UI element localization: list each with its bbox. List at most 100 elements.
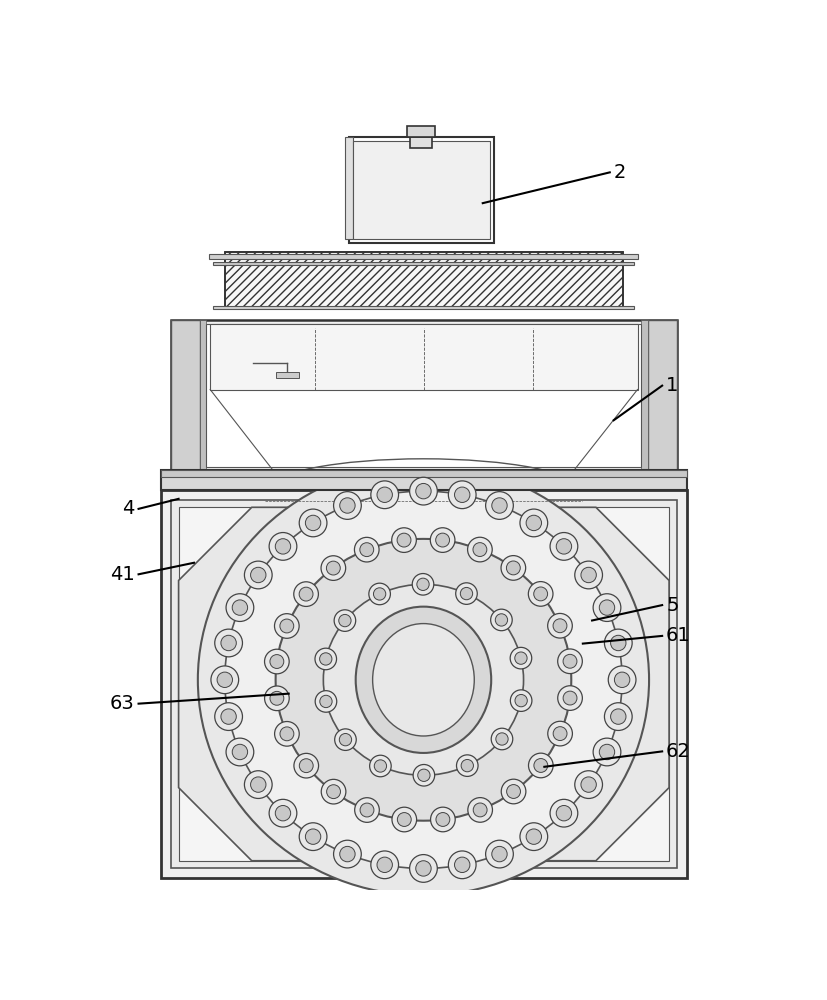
Circle shape xyxy=(397,533,411,547)
Circle shape xyxy=(275,614,299,638)
Circle shape xyxy=(468,798,492,822)
Circle shape xyxy=(299,587,313,601)
Bar xyxy=(225,252,623,309)
Ellipse shape xyxy=(323,584,523,775)
Circle shape xyxy=(409,855,437,882)
Circle shape xyxy=(377,857,392,873)
Circle shape xyxy=(600,600,614,615)
Circle shape xyxy=(563,654,577,668)
Bar xyxy=(161,470,686,490)
Circle shape xyxy=(251,777,266,792)
Text: 4: 4 xyxy=(122,499,135,518)
Circle shape xyxy=(226,594,254,621)
Circle shape xyxy=(269,533,297,560)
Circle shape xyxy=(563,691,577,705)
Circle shape xyxy=(507,785,520,798)
Circle shape xyxy=(550,799,578,827)
Circle shape xyxy=(448,481,476,509)
Circle shape xyxy=(581,777,596,792)
Circle shape xyxy=(448,851,476,879)
Circle shape xyxy=(333,492,361,519)
Bar xyxy=(213,306,634,309)
Circle shape xyxy=(294,582,318,606)
Circle shape xyxy=(321,556,346,580)
Text: 61: 61 xyxy=(666,626,691,645)
Circle shape xyxy=(370,851,399,879)
Ellipse shape xyxy=(373,624,474,736)
Circle shape xyxy=(245,771,272,798)
Ellipse shape xyxy=(275,539,571,821)
Circle shape xyxy=(557,539,571,554)
Circle shape xyxy=(320,695,332,708)
Circle shape xyxy=(416,483,431,499)
Circle shape xyxy=(510,647,532,669)
Bar xyxy=(324,480,523,486)
Text: 5: 5 xyxy=(666,596,678,615)
Circle shape xyxy=(610,635,626,651)
Circle shape xyxy=(375,760,386,772)
Circle shape xyxy=(412,574,434,595)
Circle shape xyxy=(270,655,284,668)
Circle shape xyxy=(461,587,473,600)
Circle shape xyxy=(485,840,514,868)
Circle shape xyxy=(485,492,514,519)
Circle shape xyxy=(593,594,621,621)
Bar xyxy=(161,490,686,878)
Circle shape xyxy=(557,649,582,674)
Text: 2: 2 xyxy=(614,163,626,182)
Circle shape xyxy=(315,691,337,712)
Circle shape xyxy=(334,610,356,631)
Circle shape xyxy=(496,733,508,745)
Polygon shape xyxy=(607,470,619,486)
Circle shape xyxy=(275,722,299,746)
Circle shape xyxy=(215,629,242,657)
Circle shape xyxy=(510,690,532,711)
Polygon shape xyxy=(179,507,669,861)
Circle shape xyxy=(436,533,450,547)
Bar xyxy=(179,507,669,861)
Circle shape xyxy=(526,829,542,844)
Circle shape xyxy=(226,738,254,766)
Circle shape xyxy=(340,498,355,513)
Circle shape xyxy=(575,561,603,589)
Circle shape xyxy=(605,703,632,730)
Circle shape xyxy=(299,759,313,773)
Circle shape xyxy=(520,823,547,851)
Circle shape xyxy=(456,583,477,604)
Circle shape xyxy=(221,709,237,724)
Bar xyxy=(161,470,686,477)
Circle shape xyxy=(528,582,553,606)
Circle shape xyxy=(409,477,437,505)
Circle shape xyxy=(557,686,582,710)
Circle shape xyxy=(533,587,547,601)
Text: 1: 1 xyxy=(666,376,678,395)
Circle shape xyxy=(319,653,332,665)
Circle shape xyxy=(305,515,321,531)
Circle shape xyxy=(610,709,626,724)
Circle shape xyxy=(339,733,351,746)
Circle shape xyxy=(514,652,527,664)
Circle shape xyxy=(370,755,391,777)
Bar xyxy=(171,500,676,868)
Circle shape xyxy=(417,578,429,590)
Circle shape xyxy=(528,753,553,778)
Circle shape xyxy=(495,614,508,626)
Circle shape xyxy=(608,666,636,694)
Ellipse shape xyxy=(225,491,622,868)
Circle shape xyxy=(305,829,321,844)
Circle shape xyxy=(397,813,411,826)
Circle shape xyxy=(360,803,374,817)
Circle shape xyxy=(355,537,379,562)
Circle shape xyxy=(436,813,450,826)
Circle shape xyxy=(211,666,239,694)
Circle shape xyxy=(333,840,361,868)
Polygon shape xyxy=(409,470,422,486)
Circle shape xyxy=(355,798,380,822)
Circle shape xyxy=(553,619,567,633)
Circle shape xyxy=(360,543,374,557)
Circle shape xyxy=(321,779,346,804)
Circle shape xyxy=(492,498,507,513)
Circle shape xyxy=(506,561,520,575)
Circle shape xyxy=(275,805,290,821)
Circle shape xyxy=(553,727,567,741)
